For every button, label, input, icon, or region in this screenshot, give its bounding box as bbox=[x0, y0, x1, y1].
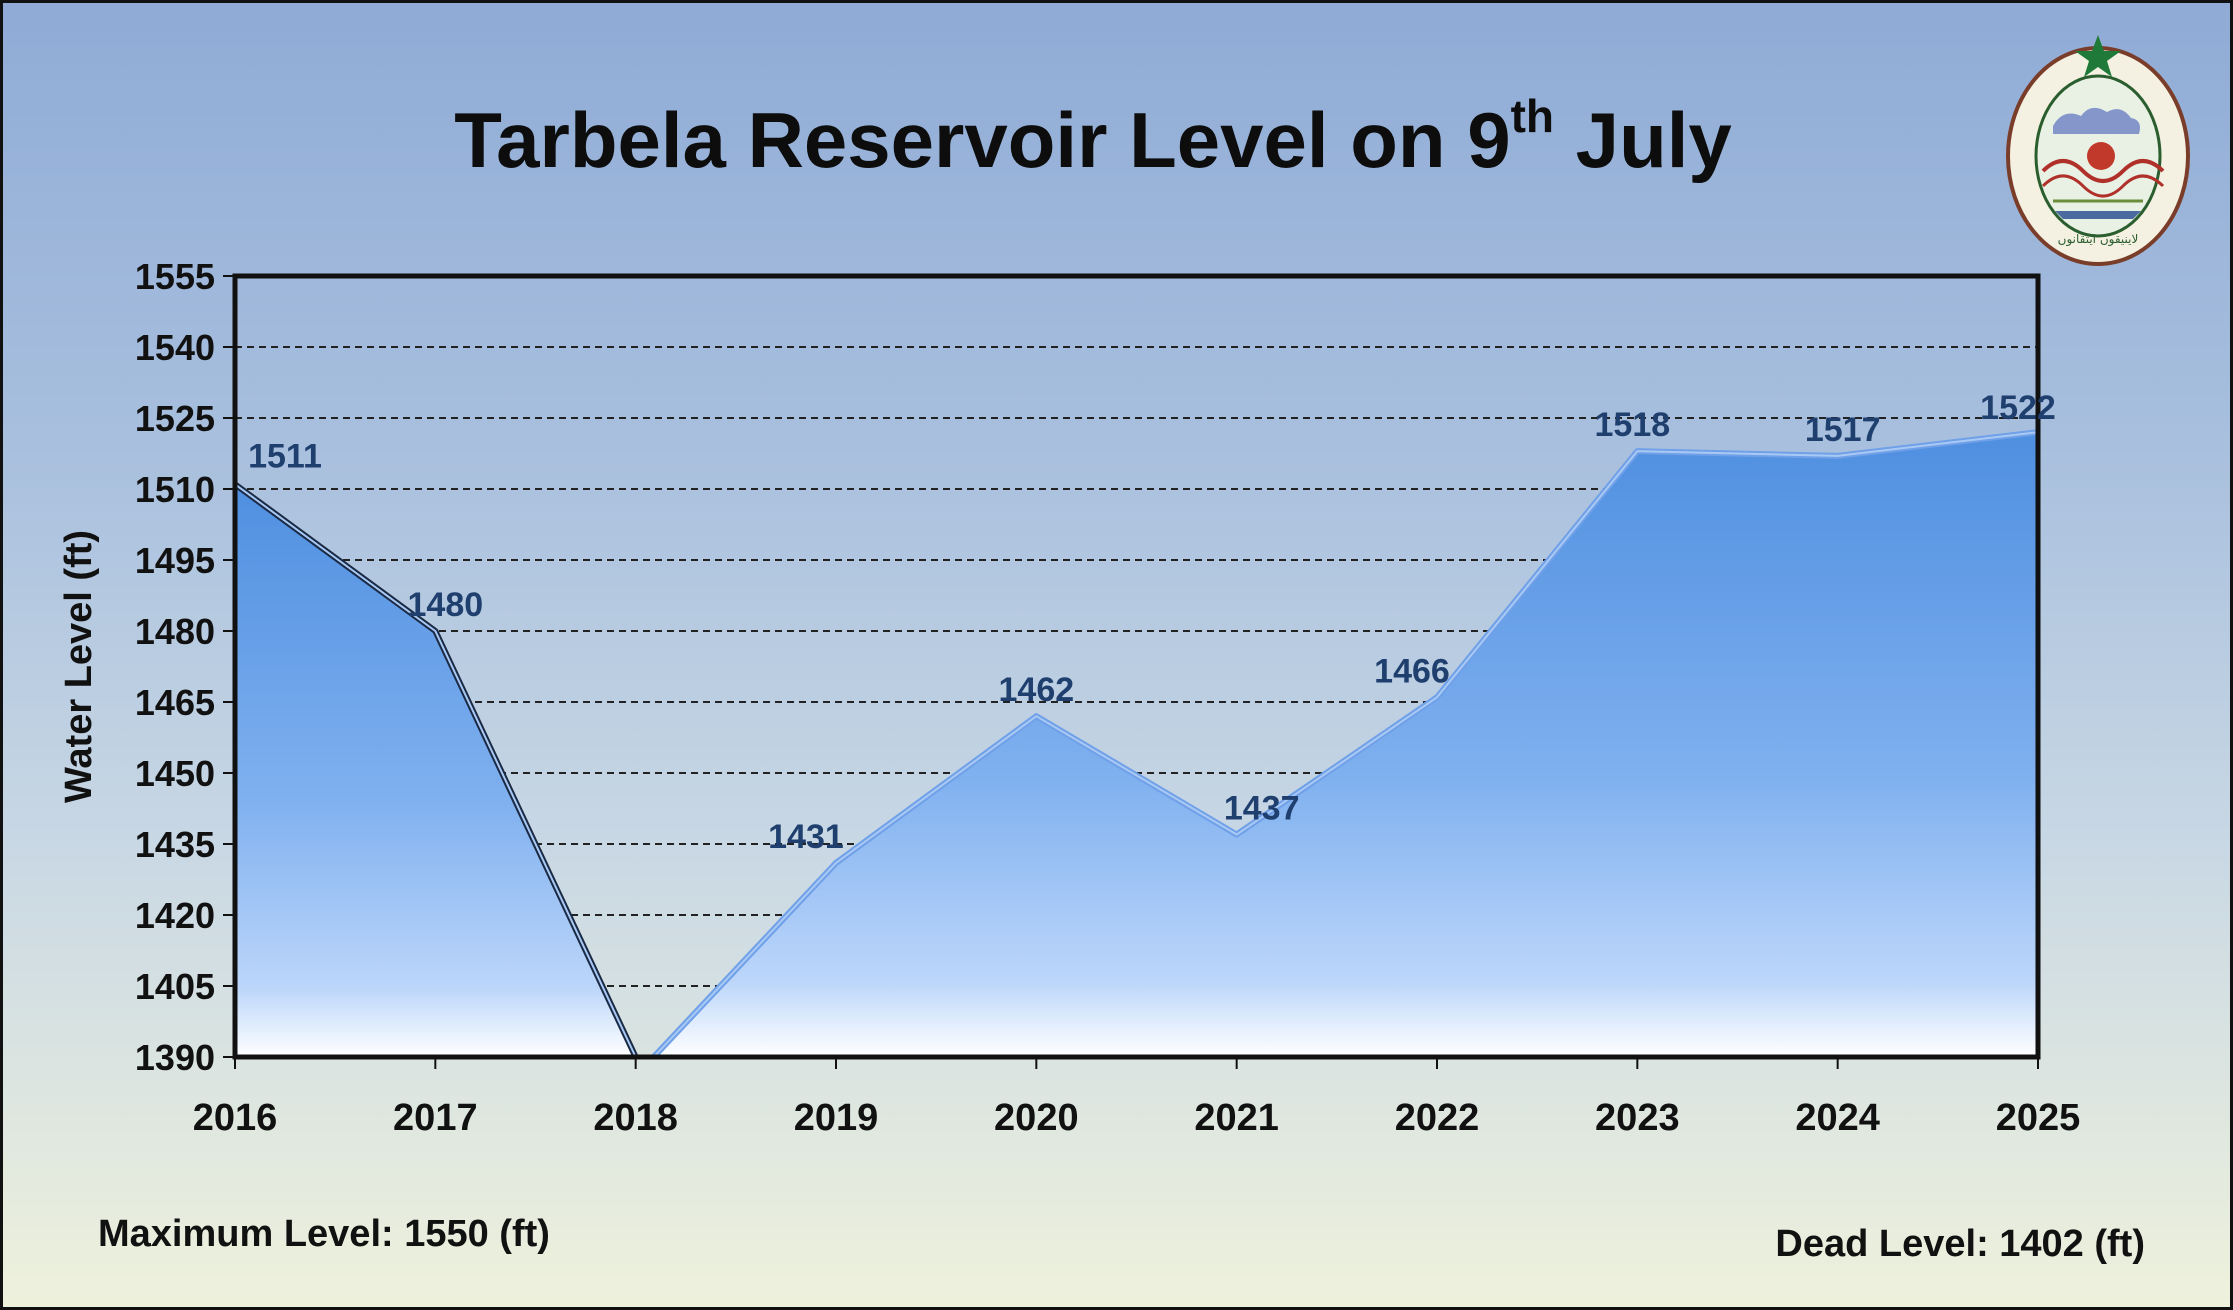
pmd-emblem-icon: لاینیقوں ایتقانوں bbox=[2006, 35, 2190, 266]
area-fill bbox=[235, 484, 636, 1057]
y-tick-label: 1525 bbox=[135, 398, 215, 439]
y-tick-label: 1510 bbox=[135, 469, 215, 510]
y-tick-label: 1555 bbox=[135, 256, 215, 297]
data-label: 1462 bbox=[999, 671, 1075, 709]
area-fill bbox=[653, 432, 2038, 1057]
series-line-highlight bbox=[234, 483, 637, 1058]
y-tick-label: 1405 bbox=[135, 966, 215, 1007]
data-label: 1480 bbox=[408, 586, 484, 624]
x-tick-label: 2024 bbox=[1795, 1097, 1880, 1139]
data-label: 1511 bbox=[248, 437, 322, 475]
y-tick-label: 1420 bbox=[135, 895, 215, 936]
data-label: 1517 bbox=[1805, 411, 1881, 449]
y-axis-title: Water Level (ft) bbox=[58, 530, 100, 803]
x-tick-label: 2021 bbox=[1194, 1097, 1279, 1139]
x-tick-label: 2018 bbox=[593, 1097, 678, 1139]
x-tick-label: 2016 bbox=[193, 1097, 278, 1139]
series-line-highlight bbox=[652, 431, 2039, 1058]
plot-border bbox=[232, 273, 2041, 1060]
area-chart: 1390 1405 1420 1435 1450 1465 1480 1495 1510 1525… bbox=[58, 256, 2081, 1139]
x-tick-label: 2025 bbox=[1996, 1097, 2081, 1139]
y-tick-label: 1465 bbox=[135, 682, 215, 723]
y-tick-label: 1480 bbox=[135, 611, 215, 652]
dead-level-note: Dead Level: 1402 (ft) bbox=[1775, 1223, 2145, 1265]
y-tick-label: 1540 bbox=[135, 327, 215, 368]
y-tick-label: 1390 bbox=[135, 1037, 215, 1078]
svg-text:لاینیقوں ایتقانوں: لاینیقوں ایتقانوں bbox=[2058, 232, 2139, 247]
chart-title: Tarbela Reservoir Level on 9th July bbox=[454, 90, 1732, 184]
data-label: 1437 bbox=[1224, 790, 1300, 828]
x-tick-label: 2017 bbox=[393, 1097, 478, 1139]
y-tick-label: 1495 bbox=[135, 540, 215, 581]
x-tick-label: 2022 bbox=[1395, 1097, 1480, 1139]
x-tick-label: 2019 bbox=[794, 1097, 879, 1139]
x-tick-label: 2023 bbox=[1595, 1097, 1680, 1139]
y-tick-label: 1450 bbox=[135, 753, 215, 794]
y-tick-label: 1435 bbox=[135, 824, 215, 865]
data-label: 1518 bbox=[1595, 406, 1671, 444]
maximum-level-note: Maximum Level: 1550 (ft) bbox=[98, 1213, 550, 1255]
data-label: 1466 bbox=[1374, 652, 1450, 690]
x-tick-label: 2020 bbox=[994, 1097, 1079, 1139]
data-label: 1522 bbox=[1980, 389, 2056, 427]
data-label: 1431 bbox=[768, 818, 844, 856]
